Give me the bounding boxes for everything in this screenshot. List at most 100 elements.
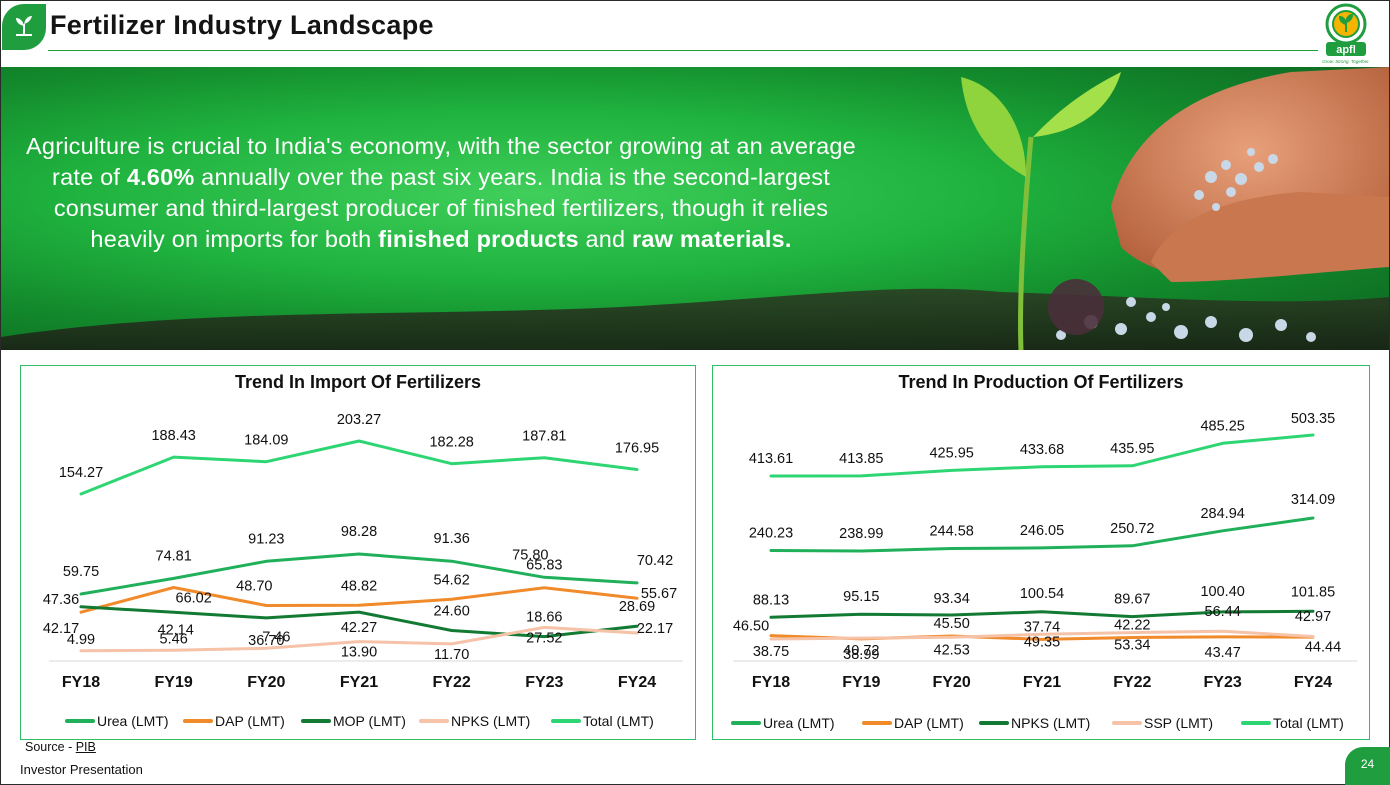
footer-presentation-label: Investor Presentation: [20, 762, 143, 777]
x-tick-label: FY22: [433, 674, 471, 691]
data-label-dap: 66.02: [176, 590, 212, 606]
data-label-urea: 75.80: [512, 547, 548, 563]
series-line-ssp: [769, 629, 1315, 641]
data-label-total: 425.95: [929, 445, 973, 461]
production-chart: 413.61 413.85 425.95 433.68 435.95 485.25 503.…: [731, 411, 1357, 731]
data-label-npks: 11.70: [434, 647, 469, 663]
brand-tagline: Grow. Strong. Together.: [1322, 59, 1369, 64]
data-label-dap: 54.62: [434, 572, 470, 588]
legend-label-mop: MOP (LMT): [333, 713, 406, 729]
sprout-leaf-right: [1033, 72, 1121, 137]
data-label-npks: 89.67: [1114, 592, 1150, 608]
data-label-npks: 95.15: [843, 589, 879, 605]
sprout-leaf-left: [961, 77, 1026, 177]
data-label-total: 154.27: [59, 465, 103, 481]
data-label-ssp: 53.34: [1114, 638, 1150, 654]
data-label-dap: 46.50: [733, 619, 769, 635]
data-label-urea: 74.81: [156, 548, 192, 564]
data-label-urea: 284.94: [1200, 506, 1244, 522]
series-line-total: [79, 439, 639, 496]
data-label-dap: 43.47: [1205, 645, 1241, 661]
data-label-ssp: 44.44: [1305, 639, 1341, 655]
soil-shape: [1, 288, 1389, 350]
x-tick-label: FY19: [842, 674, 880, 691]
x-tick-label: FY21: [1023, 674, 1061, 691]
data-label-urea: 98.28: [341, 524, 377, 540]
data-label-urea: 238.99: [839, 526, 883, 542]
hero-text-part3: and: [578, 226, 632, 252]
series-line-total: [769, 433, 1315, 478]
legend-label-urea: Urea (LMT): [763, 715, 835, 731]
x-tick-label: FY20: [247, 674, 285, 691]
production-chart-title: Trend In Production Of Fertilizers: [898, 372, 1184, 392]
hero-text-part2: annually over the past six years. India …: [53, 164, 830, 252]
finger-shape: [1151, 192, 1389, 282]
legend-label-dap: DAP (LMT): [215, 713, 285, 729]
brand-name: apfl: [1336, 44, 1356, 56]
data-label-dap: 48.70: [236, 578, 272, 594]
data-label-ssp: 42.53: [934, 642, 970, 658]
data-label-urea: 91.36: [434, 531, 470, 547]
data-label-ssp: 49.35: [1024, 634, 1060, 650]
data-label-total: 485.25: [1200, 418, 1244, 434]
production-chart-panel: Trend In Production Of Fertilizers 413.6…: [712, 365, 1370, 740]
plant-logo-badge: [2, 4, 46, 50]
data-label-npks: 13.90: [341, 645, 377, 661]
data-label-urea: 59.75: [63, 564, 99, 580]
data-label-urea: 244.58: [929, 524, 973, 540]
data-label-mop: 47.36: [43, 592, 79, 608]
data-label-total: 413.85: [839, 451, 883, 467]
data-label-total: 413.61: [749, 451, 793, 467]
x-tick-label: FY24: [618, 674, 656, 691]
page-number-tab: 24: [1345, 747, 1390, 785]
series-line-npks: [769, 609, 1315, 619]
x-tick-label: FY22: [1113, 674, 1151, 691]
data-label-urea: 70.42: [637, 553, 673, 569]
series-line-urea: [79, 552, 639, 596]
legend-label-total: Total (LMT): [1273, 715, 1344, 731]
data-label-mop: 28.69: [619, 599, 655, 615]
brand-logo: apfl Grow. Strong. Together.: [1318, 2, 1374, 66]
legend-label-total: Total (LMT): [583, 713, 654, 729]
data-label-npks: 7.46: [262, 629, 290, 645]
source-label: Source -: [25, 740, 76, 754]
data-label-total: 176.95: [615, 440, 659, 456]
data-label-dap: 65.83: [526, 558, 562, 574]
data-label-dap: 48.82: [341, 578, 377, 594]
x-tick-label: FY23: [1204, 674, 1242, 691]
import-chart-panel: Trend In Import Of Fertilizers 154.27 188…: [20, 365, 696, 740]
seed-shape: [1048, 279, 1104, 335]
data-label-npks: 27.52: [526, 630, 562, 646]
data-label-total: 182.28: [429, 435, 473, 451]
data-label-mop: 42.27: [341, 620, 377, 636]
data-label-total: 187.81: [522, 429, 566, 445]
data-label-npks: 5.46: [160, 631, 188, 647]
data-label-urea: 91.23: [248, 531, 284, 547]
series-line-mop: [79, 605, 639, 639]
data-label-npks: 100.54: [1020, 586, 1064, 602]
data-label-total: 203.27: [337, 412, 381, 428]
data-label-npks: 88.13: [753, 592, 789, 608]
x-tick-label: FY18: [62, 674, 100, 691]
data-label-npks: 93.34: [934, 591, 970, 607]
hero-raw-materials: raw materials.: [632, 226, 792, 252]
series-line-dap: [79, 586, 639, 614]
sprout-stem: [1018, 136, 1034, 350]
source-link[interactable]: PIB: [75, 740, 96, 754]
data-label-npks: 4.99: [67, 632, 95, 648]
data-label-dap: 42.22: [1114, 617, 1150, 633]
legend-label-ssp: SSP (LMT): [1144, 715, 1213, 731]
data-label-total: 503.35: [1291, 411, 1335, 427]
data-label-dap: 42.97: [1295, 609, 1331, 625]
page-number: 24: [1360, 757, 1375, 771]
data-label-dap: 55.67: [641, 586, 677, 602]
hero-description: Agriculture is crucial to India's econom…: [21, 131, 861, 255]
data-label-dap: 45.50: [934, 616, 970, 632]
legend-label-npks: NPKS (LMT): [451, 713, 530, 729]
data-label-urea: 246.05: [1020, 523, 1064, 539]
legend-label-urea: Urea (LMT): [97, 713, 169, 729]
data-label-total: 433.68: [1020, 442, 1064, 458]
x-tick-label: FY19: [155, 674, 193, 691]
x-tick-label: FY21: [340, 674, 378, 691]
x-tick-label: FY20: [933, 674, 971, 691]
